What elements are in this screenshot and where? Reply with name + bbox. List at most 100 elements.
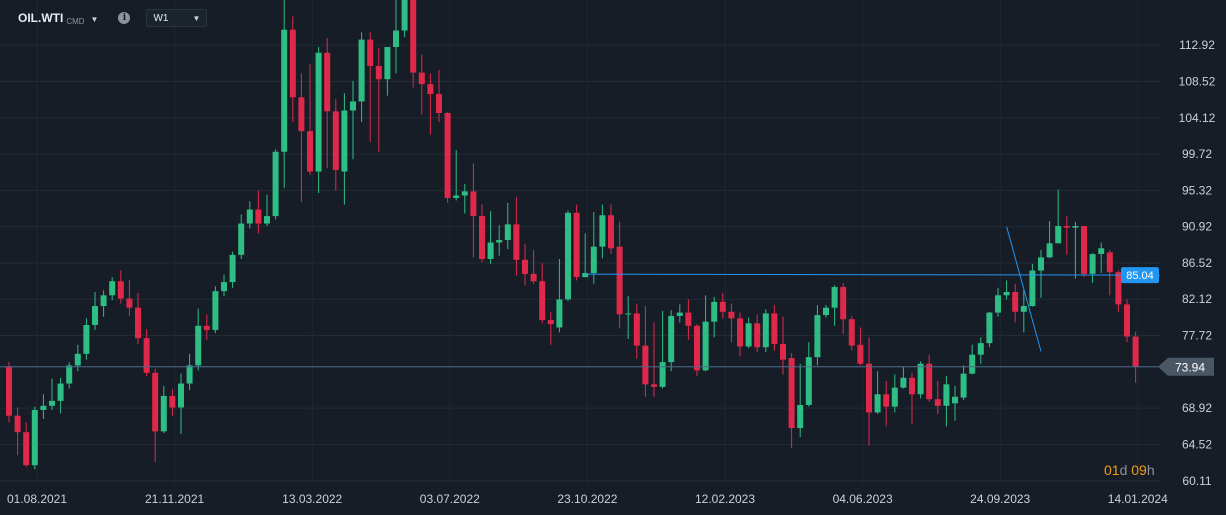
candle-body	[668, 315, 675, 363]
candle	[341, 93, 348, 205]
candle-body	[40, 405, 47, 410]
candle	[556, 258, 563, 333]
candle	[126, 279, 133, 316]
candle-body	[1098, 248, 1105, 255]
candle	[909, 372, 915, 424]
current-price-label: 73.94	[1175, 361, 1205, 375]
candle	[307, 64, 313, 175]
candle	[410, 0, 417, 88]
candle	[444, 112, 451, 203]
chevron-down-icon[interactable]: ▼	[90, 15, 99, 24]
info-icon[interactable]: i	[118, 12, 131, 24]
countdown-hours: 09	[1131, 462, 1147, 478]
candle	[831, 285, 838, 326]
candle	[49, 378, 55, 410]
candle	[840, 282, 847, 335]
candle-body	[625, 313, 632, 315]
candle-body	[169, 395, 176, 408]
candle-body	[479, 216, 485, 259]
candle-body	[401, 0, 408, 31]
y-tick-label: 77.72	[1182, 329, 1212, 343]
candle	[522, 244, 528, 286]
candle	[143, 329, 150, 377]
candle	[1115, 270, 1122, 312]
candle-body	[212, 291, 219, 330]
candle	[530, 249, 537, 284]
candle	[780, 316, 786, 375]
candle-body	[367, 39, 374, 66]
candle	[178, 373, 184, 434]
candle-body	[522, 259, 528, 274]
candle	[754, 314, 761, 353]
candle	[608, 204, 614, 255]
candle	[771, 305, 778, 351]
candle	[1124, 299, 1130, 343]
candle-body	[797, 404, 804, 429]
y-tick-label: 95.32	[1182, 183, 1212, 197]
candle-body	[272, 151, 279, 217]
candle	[281, 0, 288, 189]
timeframe-label: W1	[153, 12, 169, 24]
candle-body	[83, 324, 90, 354]
candle-body	[883, 394, 890, 407]
candle	[393, 0, 399, 74]
current-price-tag	[1158, 357, 1214, 376]
candle-body	[195, 325, 202, 366]
countdown-days-unit: d	[1119, 462, 1128, 478]
countdown-hours-unit: h	[1146, 462, 1155, 478]
candle-body	[229, 254, 236, 283]
candle	[857, 327, 864, 366]
candle	[676, 304, 683, 323]
candle	[659, 310, 666, 389]
candle-body	[160, 395, 167, 432]
candle	[668, 310, 675, 372]
candle-body	[117, 281, 124, 299]
candle	[1012, 283, 1019, 323]
candle	[642, 306, 649, 397]
candle-body	[470, 191, 477, 217]
candle-body	[1038, 257, 1044, 271]
candle	[203, 314, 210, 340]
candle-body	[960, 373, 967, 398]
timeframe-selector[interactable]: W1 ▼	[146, 9, 208, 27]
bar-countdown: 01d 09h	[1104, 462, 1155, 478]
candle	[1098, 242, 1105, 274]
candle	[565, 210, 571, 302]
candle	[66, 362, 73, 389]
candle	[926, 354, 933, 402]
candle-body	[513, 224, 520, 260]
candle-body	[109, 281, 116, 296]
candle-body	[281, 29, 288, 152]
candle-body	[1124, 304, 1130, 337]
chevron-down-icon: ▼	[192, 13, 201, 23]
candle	[788, 353, 795, 448]
symbol-selector[interactable]: OIL.WTI CMD ▼	[18, 9, 98, 27]
candle	[1063, 216, 1070, 255]
candle	[315, 47, 322, 194]
candle	[737, 312, 743, 357]
candle-body	[702, 321, 709, 371]
candle	[823, 305, 829, 318]
candle	[685, 299, 692, 340]
candle	[866, 337, 872, 446]
candle	[952, 386, 958, 421]
candle-body	[350, 101, 356, 111]
candle-body	[1106, 252, 1113, 273]
candle-body	[255, 209, 262, 224]
candle	[332, 98, 339, 191]
candle-body	[487, 242, 494, 259]
candle-body	[1029, 270, 1036, 307]
candle-body	[496, 240, 503, 243]
x-tick-label: 21.11.2021	[145, 492, 204, 506]
candle	[1020, 290, 1027, 333]
candle	[470, 163, 477, 258]
candle-body	[608, 215, 614, 249]
candle-body	[1089, 254, 1096, 274]
candle	[229, 251, 236, 288]
candle	[1081, 226, 1087, 278]
candle-body	[324, 52, 331, 112]
candle	[960, 365, 967, 401]
candle	[1003, 280, 1010, 300]
candle-body	[934, 399, 941, 406]
